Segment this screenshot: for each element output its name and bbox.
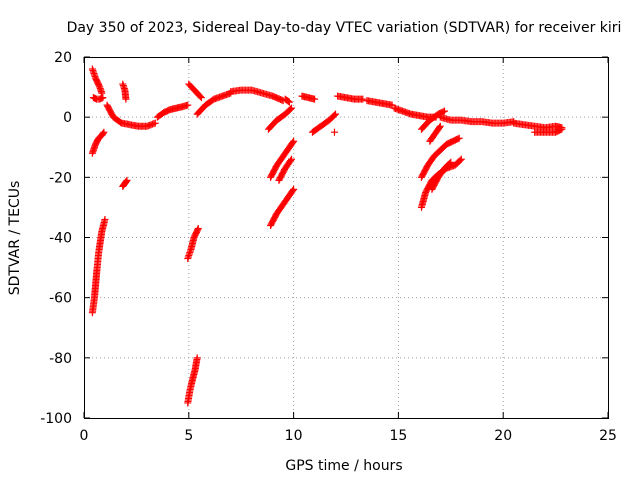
- y-tick-label: -80: [49, 351, 72, 367]
- x-tick-label: 15: [389, 428, 407, 444]
- data-point: [287, 157, 295, 165]
- data-series-segment: [363, 97, 396, 109]
- data-point: [446, 159, 454, 167]
- data-point: [330, 111, 338, 119]
- data-point: [285, 98, 293, 106]
- data-series-segment: [88, 128, 108, 157]
- y-tick-label: -60: [49, 291, 72, 307]
- y-tick-label: -100: [40, 411, 72, 427]
- data-point: [99, 129, 107, 137]
- x-tick-label: 5: [184, 428, 193, 444]
- data-series-segment: [417, 134, 463, 181]
- data-point: [288, 104, 296, 112]
- data-series-segment: [510, 119, 566, 132]
- data-series-segment: [436, 113, 518, 127]
- data-point: [557, 126, 565, 134]
- data-series-segment: [88, 215, 109, 317]
- data-point: [332, 110, 340, 118]
- data-point: [289, 138, 297, 146]
- y-tick-label: -20: [49, 170, 72, 186]
- x-axis-label: GPS time / hours: [285, 458, 402, 474]
- data-series-segment: [428, 158, 455, 193]
- data-series-segment: [264, 104, 296, 133]
- data-series-segment: [334, 92, 367, 103]
- data-point: [99, 94, 107, 102]
- data-point: [439, 108, 447, 116]
- data-point: [441, 107, 449, 115]
- x-tick-label: 25: [599, 428, 617, 444]
- data-series-segment: [426, 122, 444, 145]
- data-point: [457, 155, 465, 163]
- data-series-segment: [119, 80, 130, 103]
- x-tick-label: 20: [494, 428, 512, 444]
- data-point: [184, 101, 192, 109]
- x-tick-label: 0: [80, 428, 89, 444]
- data-point: [194, 224, 202, 232]
- data-point: [122, 177, 130, 185]
- data-point: [196, 92, 204, 100]
- data-series-segment: [88, 65, 106, 97]
- data-series-segment: [153, 101, 192, 121]
- data-point: [455, 134, 463, 142]
- data-point: [447, 158, 455, 166]
- data-point: [151, 119, 159, 127]
- data-point: [330, 128, 338, 136]
- y-tick-label: -40: [49, 231, 72, 247]
- data-series-segment: [531, 125, 566, 136]
- data-points: [88, 65, 566, 407]
- data-series-segment: [330, 128, 338, 136]
- chart-title: Day 350 of 2023, Sidereal Day-to-day VTE…: [67, 20, 622, 36]
- y-axis-label: SDTVAR / TECUs: [7, 181, 23, 296]
- data-series-segment: [281, 95, 293, 106]
- data-series-segment: [267, 185, 298, 229]
- data-point: [123, 176, 131, 184]
- y-axis-ticks: -100 -80 -60 -40 -20 0 20: [40, 50, 608, 427]
- data-series-segment: [103, 101, 159, 130]
- x-tick-label: 10: [285, 428, 303, 444]
- data-point: [286, 105, 294, 113]
- y-tick-label: 20: [54, 50, 72, 66]
- data-point: [359, 95, 367, 103]
- data-series-segment: [89, 94, 107, 103]
- data-point: [436, 122, 444, 130]
- data-point: [288, 155, 296, 163]
- data-series-segment: [298, 92, 319, 103]
- y-tick-label: 0: [63, 110, 72, 126]
- data-series-segment: [119, 176, 131, 190]
- data-point: [290, 185, 298, 193]
- data-point: [284, 97, 292, 105]
- data-point: [290, 137, 298, 145]
- x-axis-ticks: 0 5 10 15 20 25: [80, 57, 617, 444]
- data-series-segment: [184, 224, 202, 263]
- data-series-segment: [184, 354, 201, 407]
- data-point: [454, 135, 462, 143]
- data-point: [558, 125, 566, 133]
- data-series-segment: [193, 89, 235, 118]
- data-series-segment: [267, 137, 298, 181]
- data-point: [311, 95, 319, 103]
- data-series-segment: [227, 86, 287, 105]
- data-point: [435, 123, 443, 131]
- data-point: [197, 94, 205, 102]
- data-series-segment: [308, 110, 340, 136]
- data-point: [101, 215, 109, 223]
- data-series-segment: [185, 80, 205, 102]
- data-point: [289, 187, 297, 195]
- grid: [84, 57, 608, 418]
- data-point: [193, 354, 201, 362]
- data-point: [100, 128, 108, 136]
- data-series-segment: [417, 155, 465, 211]
- data-point: [456, 156, 464, 164]
- data-point: [122, 95, 130, 103]
- data-series-segment: [275, 155, 296, 184]
